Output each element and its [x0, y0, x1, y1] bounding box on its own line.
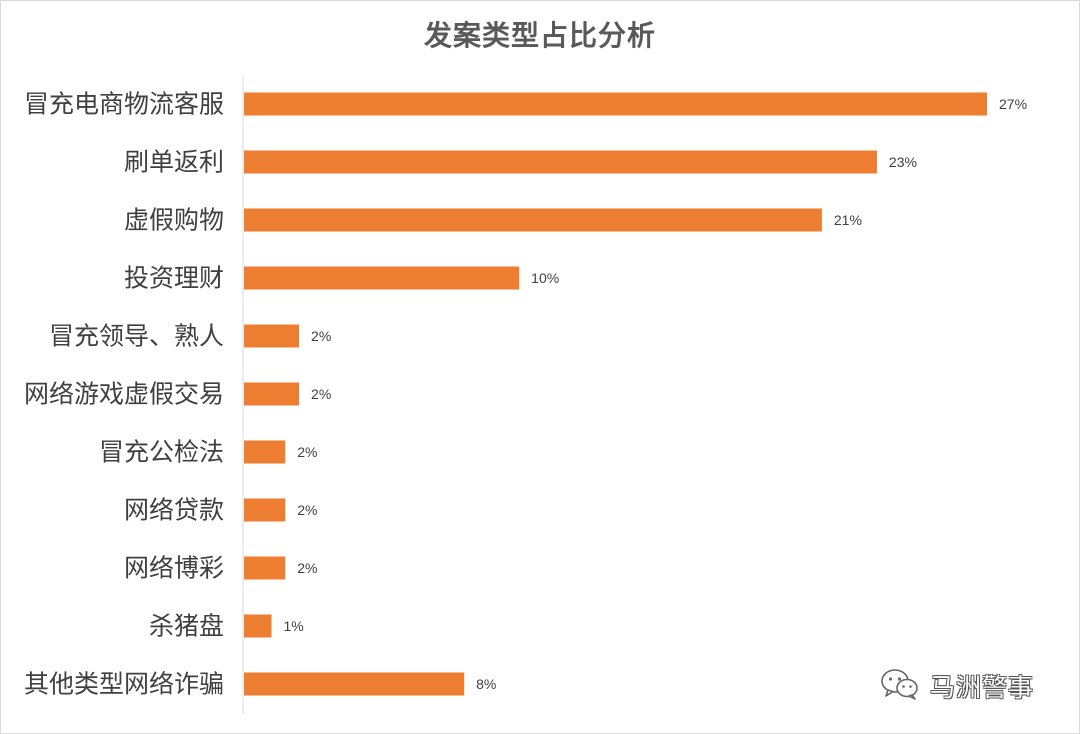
category-label: 冒充领导、熟人 [49, 322, 224, 351]
category-label: 投资理财 [124, 264, 224, 293]
category-label: 虚假购物 [124, 206, 224, 235]
data-label: 21% [834, 212, 862, 228]
category-label: 网络贷款 [124, 496, 224, 525]
data-label: 10% [531, 270, 559, 286]
bar [244, 614, 272, 638]
bar [244, 150, 877, 174]
category-label: 杀猪盘 [149, 612, 224, 641]
bar [244, 440, 286, 464]
data-label: 2% [311, 386, 331, 402]
data-label: 2% [297, 502, 317, 518]
bar [244, 382, 300, 406]
category-label: 冒充公检法 [99, 438, 224, 467]
bar [244, 266, 520, 290]
data-label: 2% [297, 560, 317, 576]
data-label: 23% [889, 154, 917, 170]
category-label: 网络游戏虚假交易 [24, 380, 224, 409]
data-label: 2% [297, 444, 317, 460]
category-label: 其他类型网络诈骗 [24, 670, 224, 699]
data-label: 8% [476, 676, 496, 692]
bar [244, 324, 300, 348]
watermark: 马洲警事 [880, 668, 1034, 704]
data-label: 2% [311, 328, 331, 344]
category-label: 刷单返利 [124, 148, 224, 177]
bar [244, 672, 465, 696]
bar [244, 92, 987, 116]
category-label: 网络博彩 [124, 554, 224, 583]
bar [244, 556, 286, 580]
wechat-icon [880, 667, 920, 706]
category-label: 冒充电商物流客服 [24, 90, 224, 119]
chart-title: 发案类型占比分析 [423, 19, 656, 52]
bar [244, 498, 286, 522]
data-label: 27% [999, 96, 1027, 112]
watermark-text: 马洲警事 [930, 673, 1035, 702]
data-label: 1% [284, 618, 304, 634]
bar [244, 208, 822, 232]
